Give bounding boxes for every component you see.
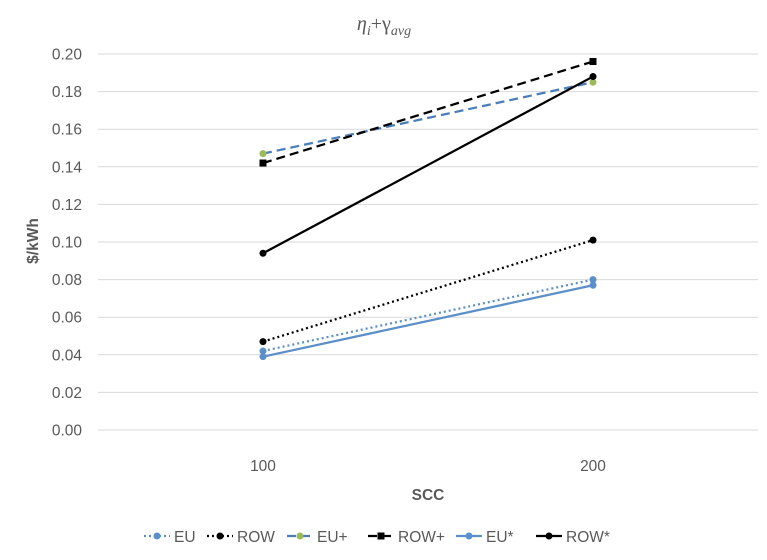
legend-label: EU+ [317,529,348,546]
legend-marker [377,532,385,540]
y-tick-label: 0.06 [52,310,82,327]
legend: EU ROW EU+ ROW+ EU* ROW* [144,529,610,546]
series-line [262,75,594,255]
legend-item: ROW* [536,529,610,546]
y-tick-label: 0.00 [52,423,83,440]
data-point [589,58,597,66]
x-tick-labels: 100 200 [250,458,606,475]
legend-label: ROW+ [398,529,445,546]
legend-item: ROW [207,529,275,546]
y-tick-label: 0.10 [52,235,83,252]
title-gamma-subscript: avg [391,24,411,39]
legend-marker [153,532,161,540]
x-axis-title: SCC [412,487,445,504]
title-gamma: γ [381,13,391,35]
title-plus: + [371,13,382,35]
y-tick-label: 0.02 [52,385,82,402]
data-point [589,281,597,289]
data-point [589,73,597,81]
y-tick-label: 0.04 [52,347,83,364]
series-lines [259,58,597,361]
y-tick-label: 0.16 [52,122,82,139]
legend-marker [465,532,473,540]
y-tick-labels: 0.00 0.02 0.04 0.06 0.08 0.10 0.12 0.14 0.16 0.18… [52,47,83,440]
legend-marker [545,532,553,540]
chart-title: ηi+γavg [357,13,411,39]
legend-marker [296,532,304,540]
gridlines [98,53,758,431]
data-point [259,347,267,355]
legend-marker [216,532,224,540]
data-point [589,236,597,244]
y-tick-label: 0.18 [52,84,82,101]
y-tick-label: 0.12 [52,197,82,214]
legend-label: EU* [486,529,514,546]
data-point [259,150,267,158]
legend-item: EU* [456,529,514,546]
data-point [259,338,267,346]
series-line [262,284,594,358]
legend-label: EU [174,529,196,546]
series-ROW* [259,73,597,257]
series-line [262,81,594,155]
series-EU [259,276,597,355]
series-ROW [259,236,597,346]
data-point [259,249,267,257]
data-point [589,78,597,86]
y-tick-label: 0.08 [52,272,82,289]
series-ROW+ [259,58,597,167]
legend-item: EU+ [287,529,348,546]
series-line [262,278,594,353]
legend-item: EU [144,529,196,546]
data-point [259,353,267,361]
legend-item: ROW+ [368,529,445,546]
title-eta: η [357,13,367,35]
y-tick-label: 0.20 [52,47,83,64]
data-point [259,159,267,167]
series-line [262,60,594,165]
legend-label: ROW [237,529,275,546]
x-tick-label: 100 [250,458,276,475]
y-tick-label: 0.14 [52,159,83,176]
series-EU+ [259,78,597,158]
title-eta-subscript: i [367,24,371,39]
legend-label: ROW* [566,529,610,546]
series-EU* [259,281,597,361]
data-point [589,276,597,284]
x-tick-label: 200 [580,458,606,475]
y-axis-title: $/kWh [25,218,42,264]
